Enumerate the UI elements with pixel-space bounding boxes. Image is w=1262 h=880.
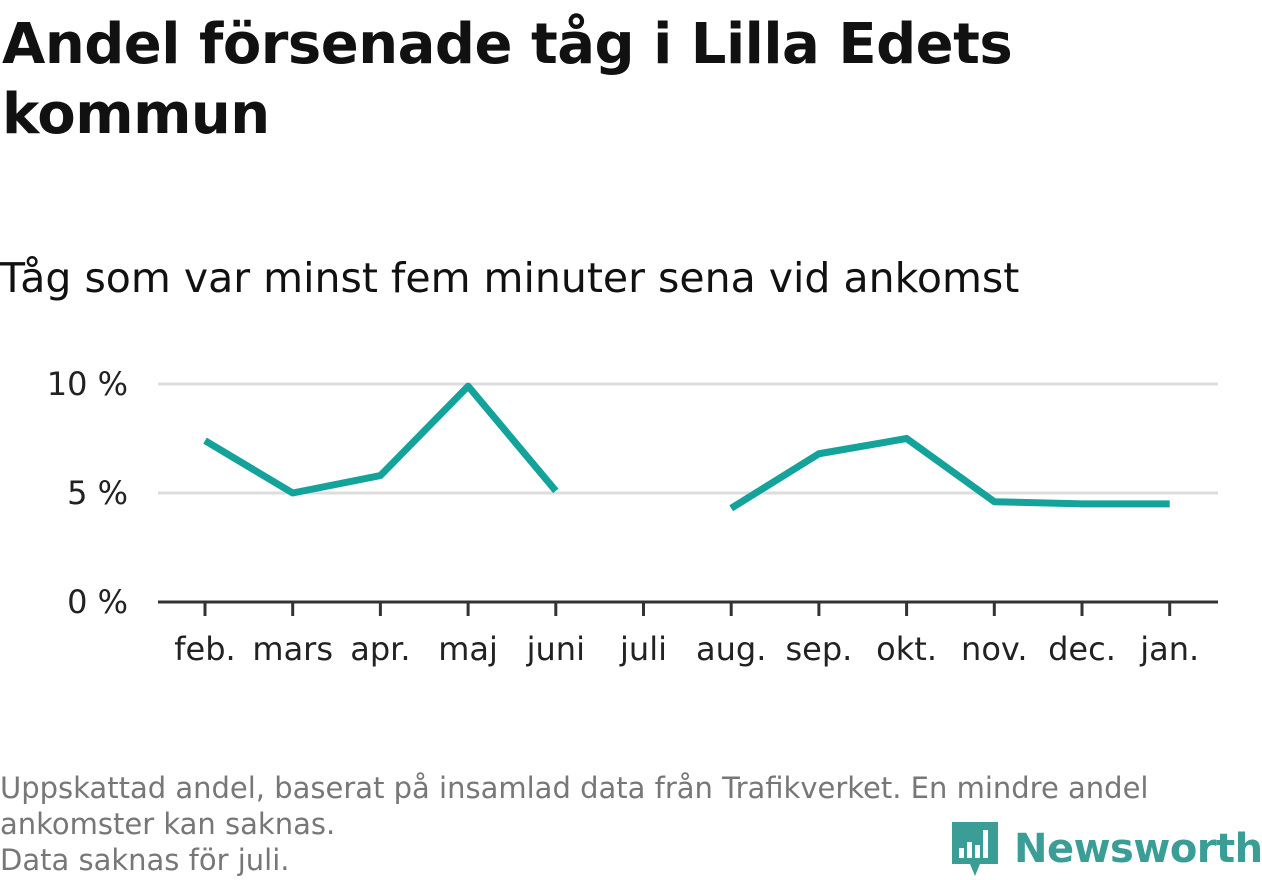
y-tick-labels: 0 % 5 % 10 % [47,365,128,621]
footnote: Uppskattad andel, baserat på insamlad da… [0,770,1250,878]
footnote-line-1: Uppskattad andel, baserat på insamlad da… [0,771,1149,841]
newsworthy-logo-icon [952,822,998,876]
x-tick-label: apr. [350,630,410,668]
x-axis [158,600,1218,616]
chart-subtitle: Tåg som var minst fem minuter sena vid a… [0,254,1020,302]
line-chart: 0 % 5 % 10 % feb. mars apr. maj juni juli aug. se… [47,365,1218,668]
x-tick-label: nov. [961,630,1027,668]
x-tick-label: juli [619,630,667,668]
y-tick-label: 5 % [67,474,128,512]
series-line [729,435,1170,512]
newsworthy-logo: Newsworthy [950,818,1262,880]
x-tick-label: sep. [785,630,852,668]
y-tick-label: 10 % [47,365,128,403]
footnote-line-2: Data saknas för juli. [0,843,290,877]
chart-title: Andel försenade tåg i Lilla Edets kommun [2,12,1013,147]
y-tick-label: 0 % [67,583,128,621]
x-tick-labels: feb. mars apr. maj juni juli aug. sep. okt. nov. d… [174,630,1199,668]
x-tick-label: jan. [1139,630,1199,668]
newsworthy-logo-text: Newsworthy [1014,826,1262,872]
x-tick-label: feb. [174,630,235,668]
grid-lines [158,382,1218,495]
x-tick-label: mars [252,630,333,668]
x-tick-label: juni [526,630,585,668]
x-tick-label: dec. [1048,630,1116,668]
x-tick-label: maj [438,630,498,668]
series-line [203,382,559,497]
x-tick-label: okt. [876,630,937,668]
series-lines [203,382,1170,512]
x-tick-label: aug. [696,630,766,668]
